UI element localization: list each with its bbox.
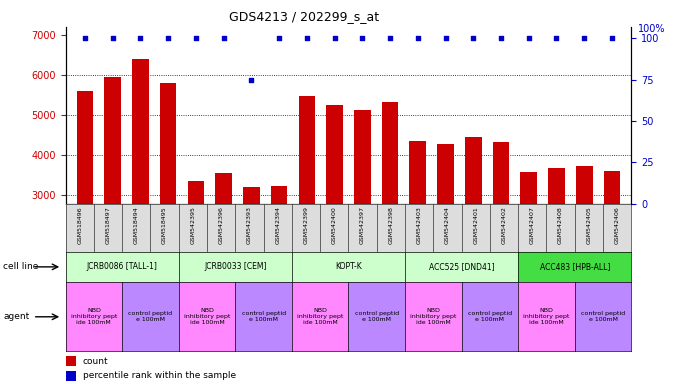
Text: ACC525 [DND41]: ACC525 [DND41] [428, 262, 495, 271]
Text: 100%: 100% [638, 24, 666, 34]
Bar [299, 96, 315, 316]
Bar [66, 356, 76, 366]
Point [218, 35, 229, 41]
Text: GSM542393: GSM542393 [247, 206, 252, 244]
Text: GSM542405: GSM542405 [586, 206, 591, 244]
Text: control peptid
e 100mM: control peptid e 100mM [241, 311, 286, 322]
Point [274, 35, 285, 41]
Bar [520, 172, 537, 316]
Text: GSM542394: GSM542394 [275, 206, 280, 244]
Bar [215, 174, 232, 316]
Bar [409, 141, 426, 316]
Point [190, 35, 201, 41]
Text: control peptid
e 100mM: control peptid e 100mM [128, 311, 172, 322]
Point [523, 35, 534, 41]
Point [163, 35, 174, 41]
Text: GSM518497: GSM518497 [106, 206, 110, 244]
Text: cell line: cell line [3, 262, 39, 271]
Text: JCRB0033 [CEM]: JCRB0033 [CEM] [204, 262, 266, 271]
Point [357, 35, 368, 41]
Bar [548, 168, 565, 316]
Bar [437, 144, 454, 316]
Bar [576, 166, 593, 316]
Text: agent: agent [3, 312, 30, 321]
Text: control peptid
e 100mM: control peptid e 100mM [468, 311, 512, 322]
Text: GSM542398: GSM542398 [388, 206, 393, 244]
Point [495, 35, 506, 41]
Text: NBD
inhibitory pept
ide 100mM: NBD inhibitory pept ide 100mM [184, 308, 230, 325]
Bar [66, 371, 76, 381]
Bar [326, 105, 343, 316]
Bar [160, 83, 177, 316]
Text: NBD
inhibitory pept
ide 100mM: NBD inhibitory pept ide 100mM [297, 308, 344, 325]
Text: KOPT-K: KOPT-K [335, 262, 362, 271]
Text: GSM542397: GSM542397 [360, 206, 365, 244]
Point [107, 35, 118, 41]
Point [79, 35, 90, 41]
Text: GSM542395: GSM542395 [190, 206, 195, 244]
Text: GSM542401: GSM542401 [473, 206, 478, 244]
Point [135, 35, 146, 41]
Point [607, 35, 618, 41]
Text: control peptid
e 100mM: control peptid e 100mM [355, 311, 399, 322]
Text: GSM518495: GSM518495 [162, 206, 167, 243]
Bar [270, 186, 288, 316]
Bar [493, 142, 509, 316]
Text: GSM542403: GSM542403 [417, 206, 422, 244]
Text: GDS4213 / 202299_s_at: GDS4213 / 202299_s_at [228, 10, 379, 23]
Text: NBD
inhibitory pept
ide 100mM: NBD inhibitory pept ide 100mM [70, 308, 117, 325]
Point [302, 35, 313, 41]
Point [468, 35, 479, 41]
Point [412, 35, 423, 41]
Bar [465, 137, 482, 316]
Point [440, 35, 451, 41]
Point [551, 35, 562, 41]
Text: NBD
inhibitory pept
ide 100mM: NBD inhibitory pept ide 100mM [410, 308, 457, 325]
Text: GSM542399: GSM542399 [304, 206, 308, 244]
Text: GSM518496: GSM518496 [77, 206, 82, 243]
Bar [382, 103, 398, 316]
Text: GSM542402: GSM542402 [502, 206, 506, 244]
Bar [77, 91, 93, 316]
Bar [188, 182, 204, 316]
Bar [104, 77, 121, 316]
Bar [604, 171, 620, 316]
Text: GSM542400: GSM542400 [332, 206, 337, 244]
Text: GSM542408: GSM542408 [558, 206, 563, 244]
Text: GSM518494: GSM518494 [134, 206, 139, 244]
Text: control peptid
e 100mM: control peptid e 100mM [581, 311, 625, 322]
Point [579, 35, 590, 41]
Text: GSM542407: GSM542407 [530, 206, 535, 244]
Bar [243, 187, 259, 316]
Point [246, 77, 257, 83]
Text: GSM542404: GSM542404 [445, 206, 450, 244]
Text: count: count [83, 357, 108, 366]
Bar [132, 59, 149, 316]
Point [329, 35, 340, 41]
Text: GSM542396: GSM542396 [219, 206, 224, 244]
Text: GSM542406: GSM542406 [615, 206, 620, 244]
Text: ACC483 [HPB-ALL]: ACC483 [HPB-ALL] [540, 262, 610, 271]
Point [384, 35, 395, 41]
Bar [354, 110, 371, 316]
Text: JCRB0086 [TALL-1]: JCRB0086 [TALL-1] [87, 262, 157, 271]
Text: percentile rank within the sample: percentile rank within the sample [83, 371, 236, 380]
Text: NBD
inhibitory pept
ide 100mM: NBD inhibitory pept ide 100mM [523, 308, 570, 325]
